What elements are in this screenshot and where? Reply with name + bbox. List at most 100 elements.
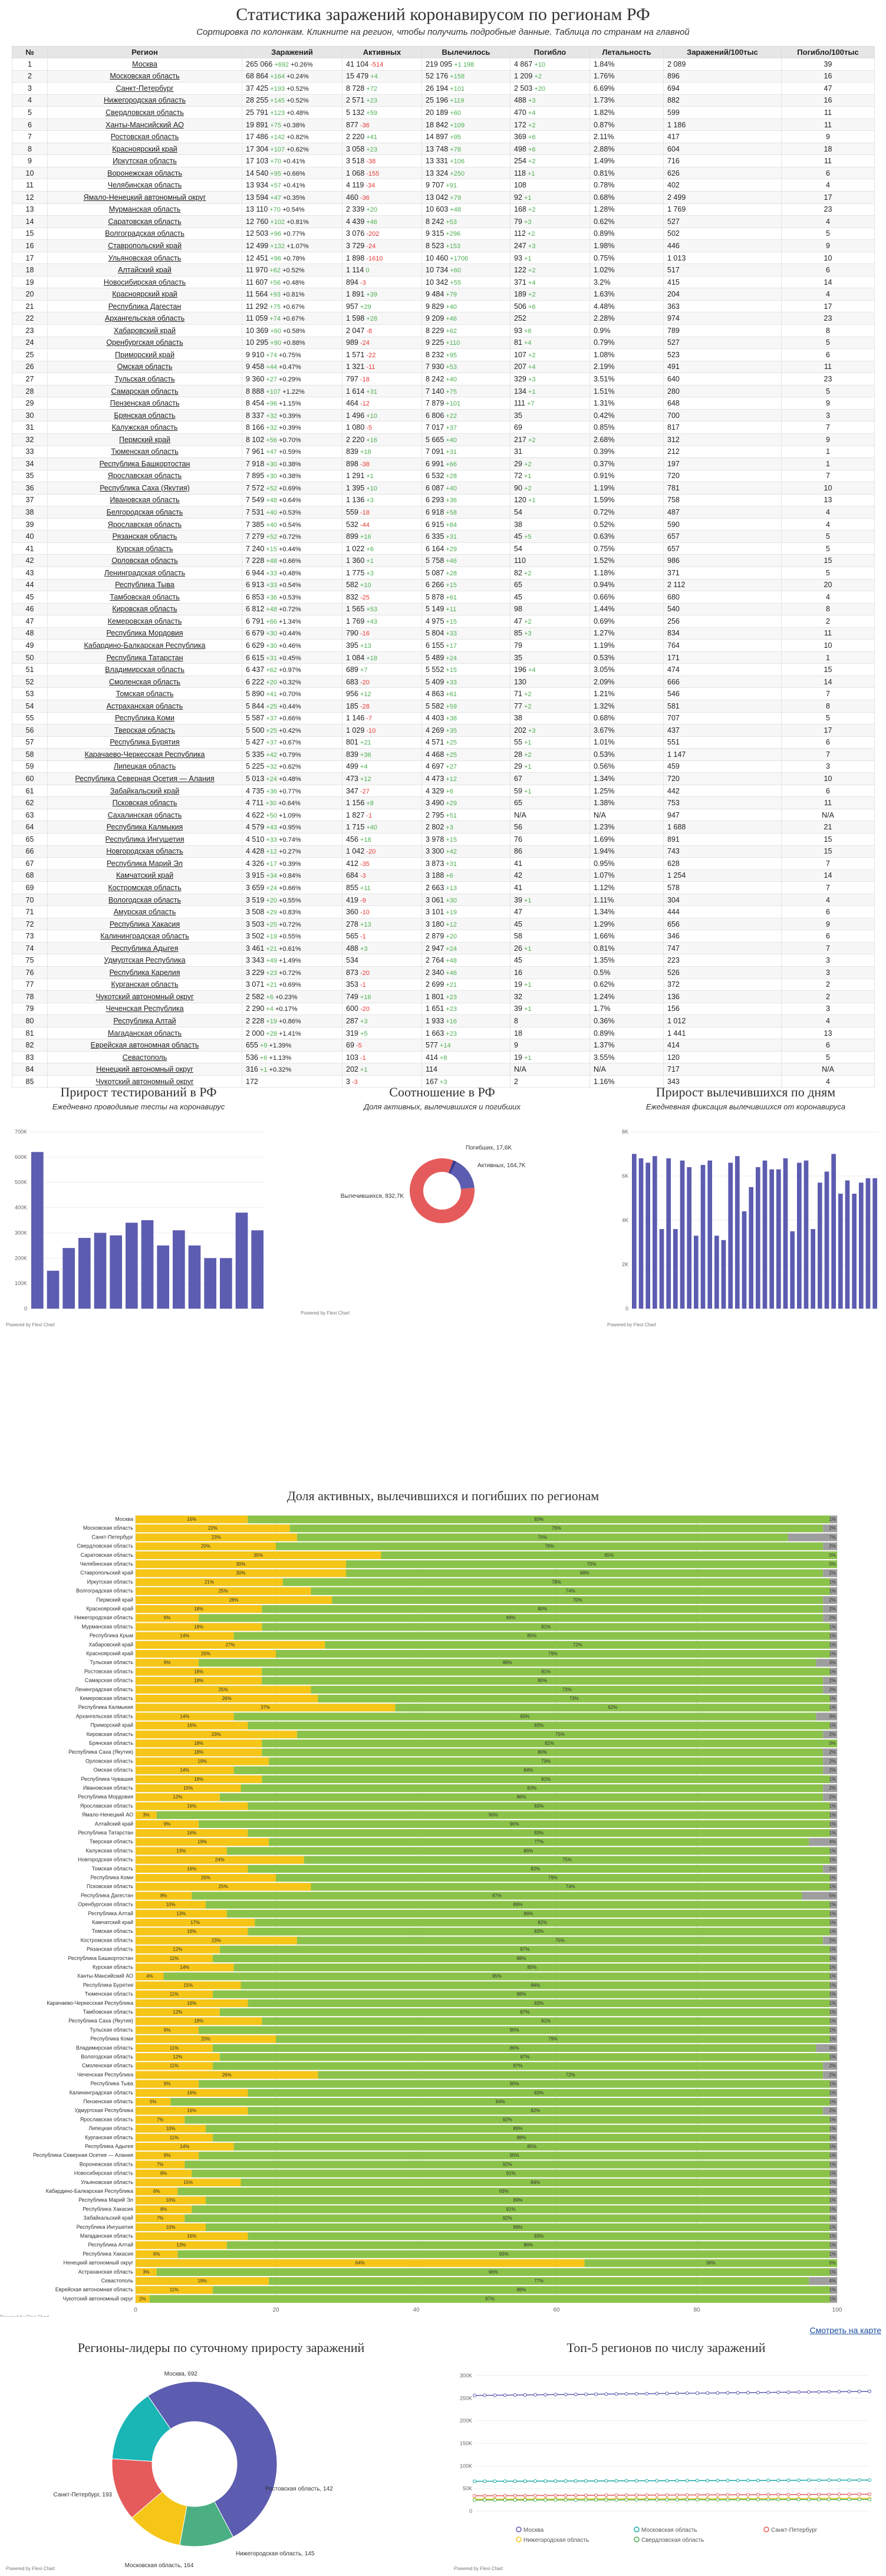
table-row[interactable]: 20 Красноярский край 11 564 +93 +0.81% 1 89… — [12, 288, 875, 301]
table-row[interactable]: 45 Тамбовская область 6 853 +36 +0.53% 832 … — [12, 591, 875, 604]
region-link[interactable]: Республика Бурятия — [47, 736, 242, 749]
region-link[interactable]: Калининградская область — [47, 930, 242, 943]
region-link[interactable]: Тамбовская область — [47, 591, 242, 604]
region-link[interactable]: Москва — [47, 58, 242, 71]
table-row[interactable]: 59 Липецкая область 5 225 +32 +0.62% 499 +4… — [12, 760, 875, 773]
region-link[interactable]: Республика Калмыкия — [47, 821, 242, 834]
table-row[interactable]: 77 Курганская область 3 071 +21 +0.69% 353 … — [12, 978, 875, 991]
region-link[interactable]: Свердловская область — [47, 106, 242, 119]
column-header[interactable]: Заражений — [242, 46, 342, 58]
region-link[interactable]: Брянская область — [47, 409, 242, 422]
table-row[interactable]: 6 Ханты-Мансийский АО 19 891 +75 +0.38% 877… — [12, 118, 875, 131]
table-row[interactable]: 14 Саратовская область 12 760 +102 +0.81% 4… — [12, 215, 875, 228]
region-link[interactable]: Удмуртская Республика — [47, 954, 242, 967]
table-row[interactable]: 64 Республика Калмыкия 4 579 +43 +0.95% 1 7… — [12, 821, 875, 834]
table-row[interactable]: 52 Смоленская область 6 222 +20 +0.32% 683 … — [12, 675, 875, 689]
region-link[interactable]: Пермский край — [47, 433, 242, 446]
region-link[interactable]: Республика Саха (Якутия) — [47, 482, 242, 495]
region-link[interactable]: Липецкая область — [47, 760, 242, 773]
column-header[interactable]: Погибло — [510, 46, 590, 58]
table-row[interactable]: 56 Тверская область 5 500 +25 +0.42% 1 029 … — [12, 724, 875, 737]
region-link[interactable]: Курганская область — [47, 978, 242, 991]
region-link[interactable]: Курская область — [47, 542, 242, 555]
table-row[interactable]: 25 Приморский край 9 910 +74 +0.75% 1 571 -… — [12, 348, 875, 361]
table-row[interactable]: 66 Новгородская область 4 428 +12 +0.27% 1 … — [12, 845, 875, 858]
table-row[interactable]: 1 Москва 265 066 +692 +0.26% 41 104 -514 219… — [12, 58, 875, 71]
region-link[interactable]: Костромская область — [47, 881, 242, 894]
region-link[interactable]: Смоленская область — [47, 675, 242, 689]
table-row[interactable]: 37 Ивановская область 7 549 +48 +0.64% 1 13… — [12, 493, 875, 507]
table-row[interactable]: 8 Красноярский край 17 304 +107 +0.62% 3 05… — [12, 142, 875, 156]
table-row[interactable]: 24 Оренбургская область 10 295 +90 +0.88% 9… — [12, 336, 875, 350]
table-row[interactable]: 67 Республика Марий Эл 4 326 +17 +0.39% 412… — [12, 857, 875, 870]
region-link[interactable]: Волгоградская область — [47, 227, 242, 241]
table-row[interactable]: 18 Алтайский край 11 970 +62 +0.52% 1 114 0… — [12, 263, 875, 276]
table-row[interactable]: 71 Амурская область 3 508 +29 +0.83% 360 -1… — [12, 905, 875, 918]
column-header[interactable]: Вылечилось — [421, 46, 510, 58]
region-link[interactable]: Тюменская область — [47, 445, 242, 459]
region-link[interactable]: Еврейская автономная область — [47, 1039, 242, 1052]
region-link[interactable]: Красноярский край — [47, 288, 242, 301]
table-row[interactable]: 49 Кабардино-Балкарская Республика 6 629 +… — [12, 639, 875, 652]
table-row[interactable]: 81 Магаданская область 2 000 +28 +1.41% 319… — [12, 1026, 875, 1040]
region-link[interactable]: Архангельская область — [47, 312, 242, 325]
table-row[interactable]: 60 Республика Северная Осетия — Алания 5 0… — [12, 772, 875, 785]
table-row[interactable]: 10 Воронежская область 14 540 +95 +0.66% 1 … — [12, 166, 875, 180]
region-link[interactable]: Чеченская Республика — [47, 1002, 242, 1016]
region-link[interactable]: Республика Северная Осетия — Алания — [47, 772, 242, 785]
region-link[interactable]: Республика Адыгея — [47, 941, 242, 955]
region-link[interactable]: Саратовская область — [47, 215, 242, 228]
table-row[interactable]: 57 Республика Бурятия 5 427 +37 +0.67% 801 … — [12, 736, 875, 749]
table-row[interactable]: 50 Республика Татарстан 6 615 +31 +0.45% 1 … — [12, 651, 875, 664]
table-row[interactable]: 27 Тульская область 9 360 +27 +0.29% 797 -1… — [12, 373, 875, 386]
region-link[interactable]: Астраханская область — [47, 699, 242, 713]
column-header[interactable]: № — [12, 46, 48, 58]
table-row[interactable]: 32 Пермский край 8 102 +56 +0.70% 2 220 +16… — [12, 433, 875, 446]
region-link[interactable]: Орловская область — [47, 554, 242, 567]
table-row[interactable]: 54 Астраханская область 5 844 +25 +0.44% 18… — [12, 699, 875, 713]
table-row[interactable]: 35 Ярославская область 7 895 +30 +0.38% 1 2… — [12, 469, 875, 483]
region-link[interactable]: Ярославская область — [47, 518, 242, 531]
table-row[interactable]: 69 Костромская область 3 659 +24 +0.66% 855… — [12, 881, 875, 894]
region-link[interactable]: Тверская область — [47, 724, 242, 737]
table-row[interactable]: 26 Омская область 9 458 +44 +0.47% 1 321 -1… — [12, 360, 875, 374]
table-row[interactable]: 83 Севастополь 536 +6 +1.13% 103 -1 414 +8 19… — [12, 1050, 875, 1064]
table-row[interactable]: 36 Республика Саха (Якутия) 7 572 +52 +0.6… — [12, 482, 875, 495]
region-link[interactable]: Нижегородская область — [47, 94, 242, 107]
table-row[interactable]: 80 Республика Алтай 2 228 +19 +0.86% 287 +3… — [12, 1014, 875, 1027]
column-header[interactable]: Регион — [47, 46, 242, 58]
region-link[interactable]: Республика Хакасия — [47, 917, 242, 931]
region-link[interactable]: Челябинская область — [47, 179, 242, 192]
region-link[interactable]: Кабардино-Балкарская Республика — [47, 639, 242, 652]
column-header[interactable]: Погибло/100тыс — [781, 46, 875, 58]
region-link[interactable]: Севастополь — [47, 1050, 242, 1064]
table-row[interactable]: 33 Тюменская область 7 961 +47 +0.59% 839 +… — [12, 445, 875, 459]
table-row[interactable]: 55 Республика Коми 5 587 +37 +0.66% 1 146 -… — [12, 711, 875, 725]
region-link[interactable]: Республика Мордовия — [47, 627, 242, 640]
region-link[interactable]: Кемеровская область — [47, 615, 242, 628]
region-link[interactable]: Республика Татарстан — [47, 651, 242, 664]
table-row[interactable]: 62 Псковская область 4 711 +30 +0.64% 1 156… — [12, 796, 875, 809]
region-link[interactable]: Оренбургская область — [47, 336, 242, 350]
table-row[interactable]: 79 Чеченская Республика 2 290 +4 +0.17% 600… — [12, 1002, 875, 1016]
region-link[interactable]: Республика Ингушетия — [47, 833, 242, 846]
table-row[interactable]: 17 Ульяновская область 12 451 +96 +0.78% 1 … — [12, 251, 875, 265]
table-row[interactable]: 4 Нижегородская область 28 255 +145 +0.52%… — [12, 94, 875, 107]
table-row[interactable]: 13 Мурманская область 13 110 +70 +0.54% 2 3… — [12, 203, 875, 216]
map-link[interactable]: Смотреть на карте — [809, 2325, 881, 2335]
table-row[interactable]: 21 Республика Дагестан 11 292 +75 +0.67% 95… — [12, 299, 875, 313]
table-row[interactable]: 34 Республика Башкортостан 7 918 +30 +0.38… — [12, 457, 875, 470]
table-row[interactable]: 39 Ярославская область 7 385 +40 +0.54% 532… — [12, 518, 875, 531]
region-link[interactable]: Омская область — [47, 360, 242, 374]
column-header[interactable]: Активных — [342, 46, 422, 58]
table-row[interactable]: 48 Республика Мордовия 6 679 +30 +0.44% 790… — [12, 627, 875, 640]
region-link[interactable]: Рязанская область — [47, 530, 242, 543]
region-link[interactable]: Сахалинская область — [47, 808, 242, 822]
region-link[interactable]: Ярославская область — [47, 469, 242, 483]
table-row[interactable]: 85 Чукотский автономный округ 172 3 -3 167 +… — [12, 1075, 875, 1088]
region-link[interactable]: Камчатский край — [47, 869, 242, 882]
table-row[interactable]: 11 Челябинская область 13 934 +57 +0.41% 4 … — [12, 179, 875, 192]
table-row[interactable]: 12 Ямало-Ненецкий автономный округ 13 594 … — [12, 191, 875, 204]
table-row[interactable]: 23 Хабаровский край 10 369 +60 +0.58% 2 047… — [12, 324, 875, 337]
table-row[interactable]: 2 Московская область 68 864 +164 +0.24% 15 … — [12, 70, 875, 83]
